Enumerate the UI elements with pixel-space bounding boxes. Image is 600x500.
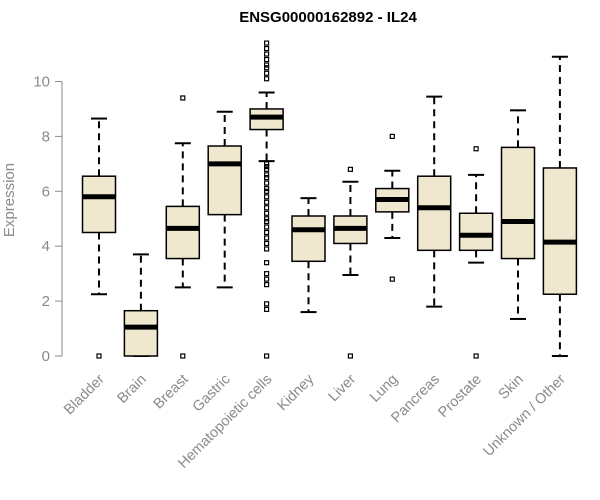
outlier-point [347, 166, 353, 172]
y-tick-label: 8 [42, 128, 50, 145]
outlier-point [264, 180, 270, 186]
outlier-point [264, 306, 270, 312]
chart-title: ENSG00000162892 - IL24 [239, 9, 417, 26]
box-liver [333, 166, 368, 359]
outlier-point [347, 353, 353, 359]
outlier-point [264, 56, 270, 63]
box-breast [165, 95, 201, 359]
outlier-point [264, 166, 270, 172]
outlier-point [473, 146, 479, 152]
x-tick-label: Liver [326, 371, 360, 405]
x-tick-label: Breast [151, 372, 192, 413]
box-iqr [123, 309, 159, 357]
box-lung [375, 133, 410, 282]
box-kidney [291, 197, 326, 314]
box-brain [123, 253, 159, 357]
outlier-point [264, 185, 270, 192]
x-tick-label: Bladder [61, 371, 108, 418]
outlier-point [264, 163, 270, 170]
y-tick-label: 6 [42, 183, 50, 200]
outlier-point [264, 161, 270, 167]
box-gastric [207, 110, 242, 289]
box-pancreas [416, 95, 452, 308]
box-iqr [416, 175, 452, 252]
outlier-point [389, 276, 395, 282]
outlier-point [264, 282, 270, 288]
outlier-point [180, 353, 186, 359]
box-iqr [542, 167, 578, 295]
box-bladder [81, 117, 117, 359]
outlier-point [264, 70, 270, 76]
outlier-point [264, 65, 270, 71]
x-tick-label: Prostate [435, 372, 484, 421]
box-iqr [458, 212, 494, 252]
outlier-point [264, 276, 270, 282]
box-prostate [458, 146, 494, 359]
outlier-point [264, 260, 270, 266]
box-skin [500, 109, 536, 320]
outlier-point [264, 188, 270, 194]
outlier-point [264, 235, 270, 241]
outlier-point [264, 210, 270, 216]
outlier-point [96, 353, 102, 359]
outlier-point [389, 133, 395, 139]
x-tick-label: Kidney [275, 371, 318, 414]
x-tick-label: Skin [496, 372, 527, 403]
outlier-point [473, 353, 479, 359]
outlier-point [264, 172, 270, 178]
outlier-point [264, 218, 270, 225]
outlier-point [264, 40, 270, 46]
outlier-point [264, 353, 270, 359]
boxes-group [81, 40, 578, 359]
outlier-point [264, 205, 270, 211]
y-tick-label: 4 [42, 238, 50, 255]
outlier-point [264, 45, 270, 52]
y-tick-label: 10 [33, 74, 50, 91]
outlier-point [264, 216, 270, 222]
outlier-point [264, 76, 270, 82]
box-iqr [207, 145, 242, 216]
outlier-point [264, 240, 270, 247]
outlier-point [264, 224, 270, 230]
outlier-point [264, 51, 270, 57]
y-axis-label: Expression [1, 163, 18, 237]
box-iqr [165, 205, 201, 260]
box-iqr [81, 175, 117, 234]
y-tick-label: 0 [42, 348, 50, 365]
outlier-point [180, 95, 186, 101]
box-hematopoietic-cells [249, 40, 284, 359]
outlier-point [264, 62, 270, 68]
outlier-point [264, 229, 270, 236]
outlier-point [264, 271, 270, 277]
outlier-point [264, 301, 270, 307]
y-axis: 0 2 4 6 8 10 [33, 74, 63, 365]
box-iqr [500, 146, 536, 260]
box-iqr [291, 215, 326, 263]
outlier-point [264, 174, 270, 181]
box-unknown-other [542, 55, 578, 357]
x-tick-label: Brain [114, 372, 149, 407]
outlier-point [264, 194, 270, 200]
y-tick-label: 2 [42, 293, 50, 310]
x-tick-label: Lung [367, 372, 401, 406]
outlier-point [264, 199, 270, 205]
outlier-point [264, 246, 270, 252]
